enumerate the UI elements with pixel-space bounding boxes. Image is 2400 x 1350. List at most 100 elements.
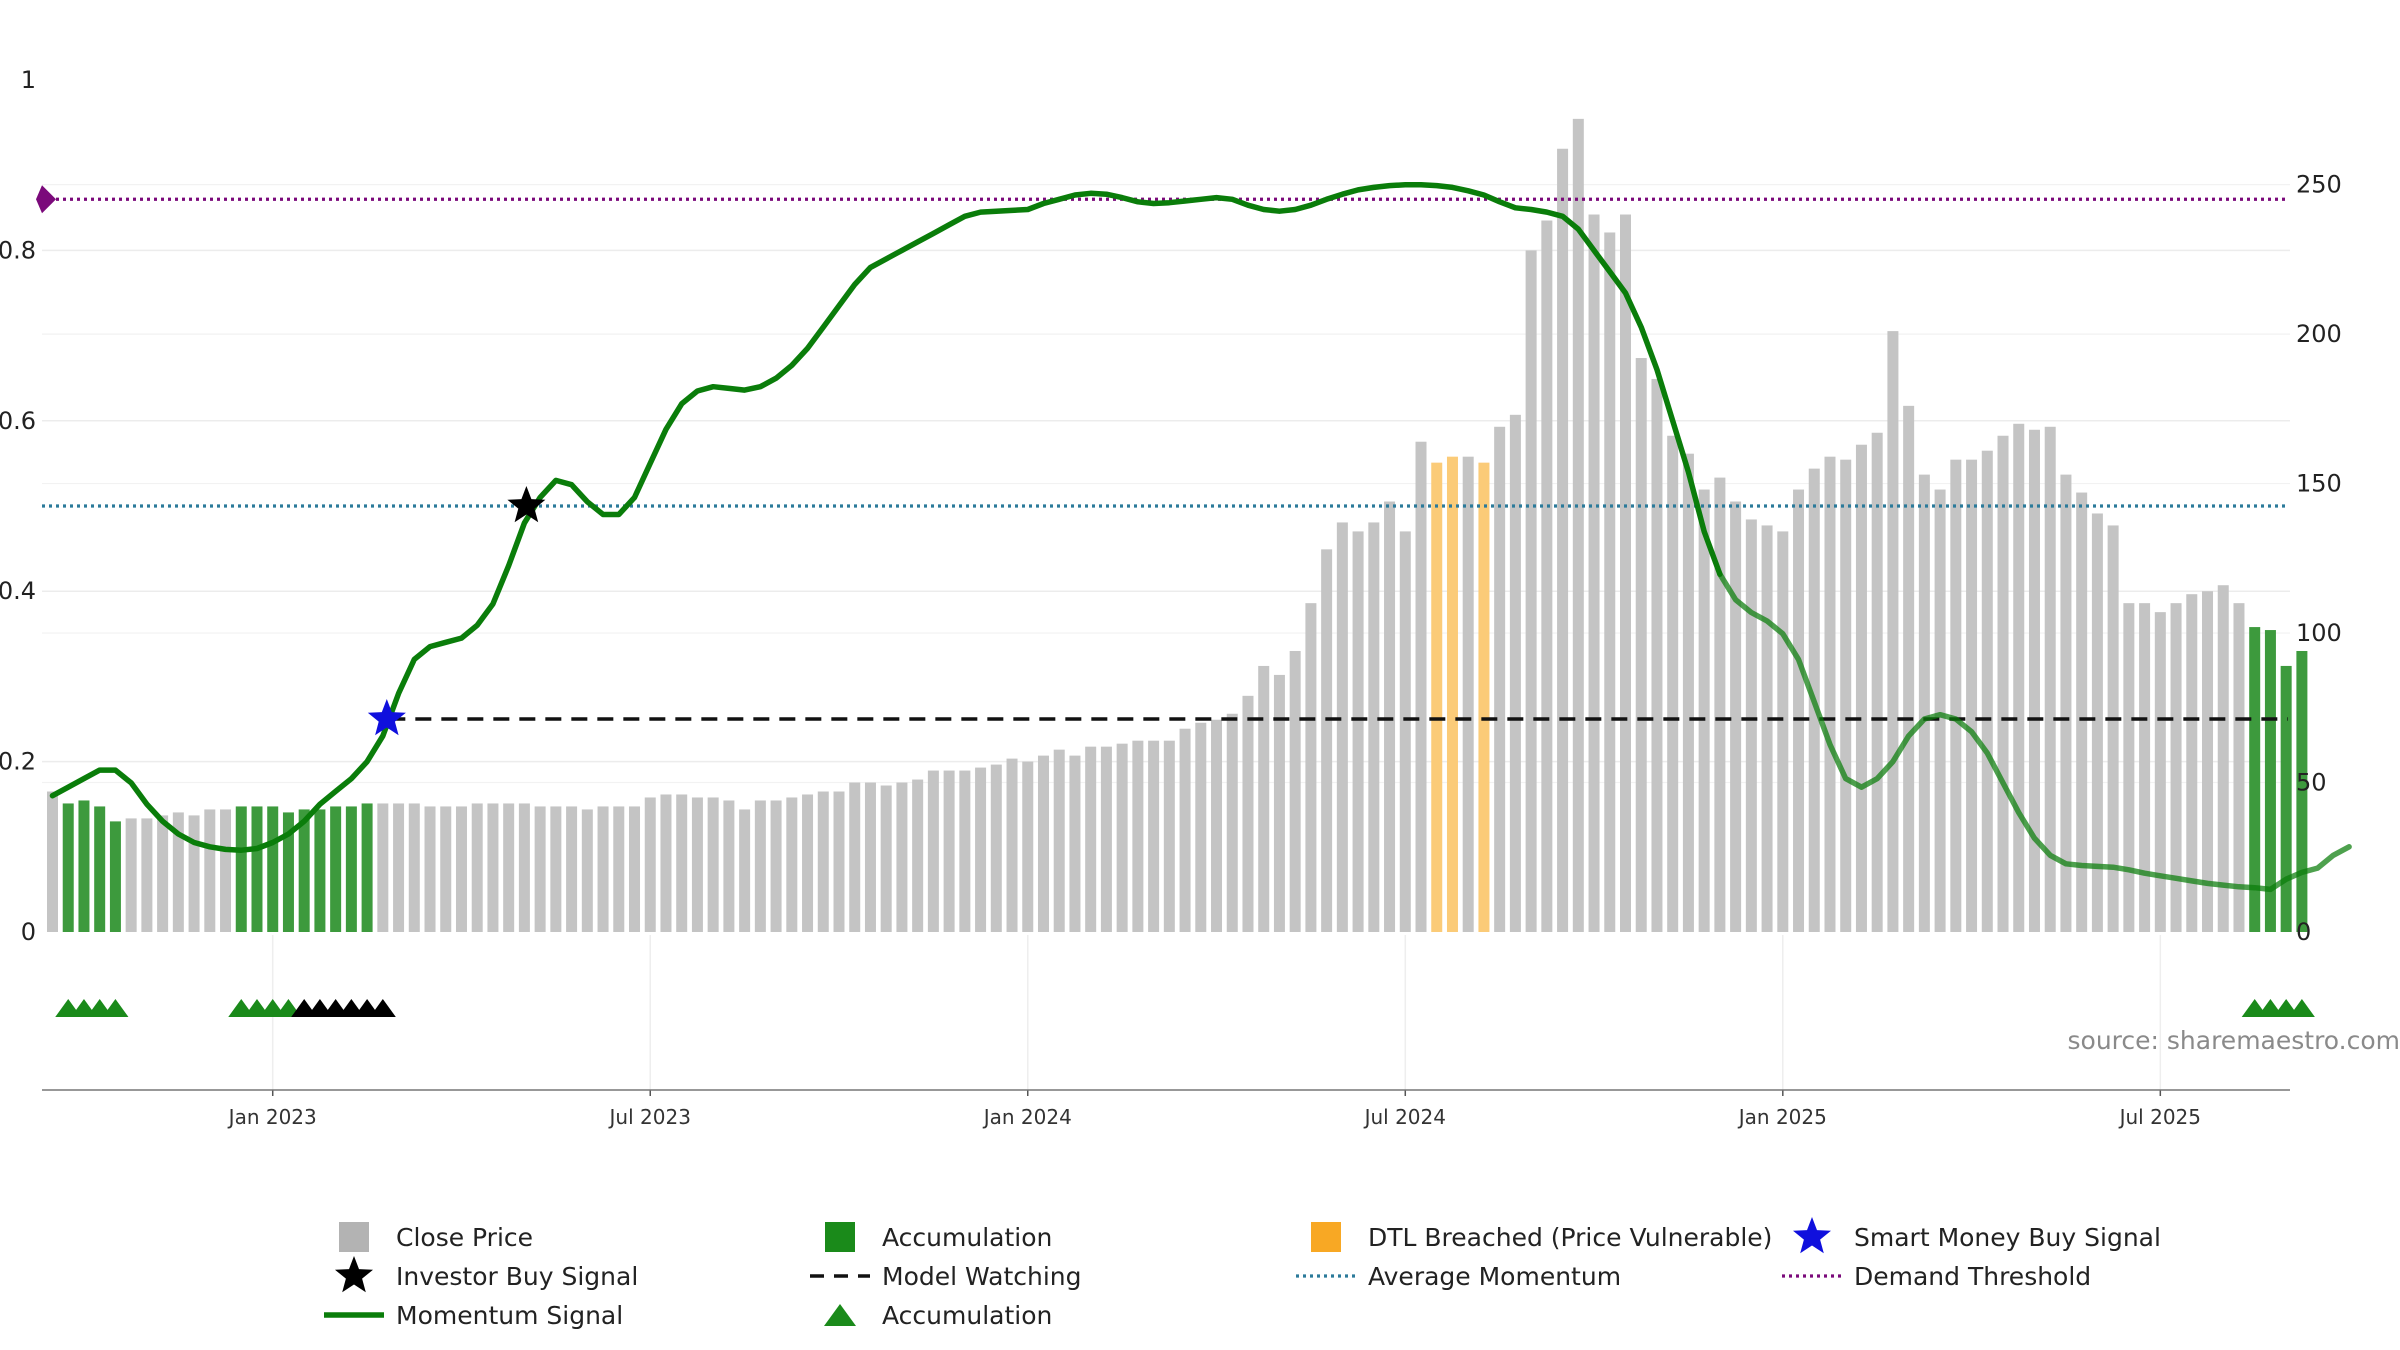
close-price-bar	[1761, 525, 1773, 932]
price-bars	[47, 118, 2308, 933]
close-price-bar	[1541, 220, 1553, 933]
legend-label: Accumulation	[882, 1301, 1052, 1330]
legend-item: Momentum Signal	[324, 1301, 623, 1330]
legend-item: Average Momentum	[1296, 1262, 1621, 1291]
smart-money-buy-star	[367, 699, 406, 736]
close-price-bar	[597, 806, 609, 932]
close-price-bar	[2091, 513, 2103, 932]
accumulation-bar	[2264, 630, 2276, 932]
close-price-bar	[975, 767, 987, 932]
momentum-signal-layer	[49, 182, 2352, 893]
legend-item: Accumulation	[825, 1222, 1052, 1252]
close-price-bar	[1871, 432, 1883, 932]
close-price-bar	[503, 803, 515, 932]
accumulation-bar	[2280, 665, 2292, 932]
accumulation-bar	[94, 806, 106, 932]
accumulation-bar	[330, 806, 342, 932]
right-tick-label: 200	[2296, 320, 2342, 348]
accumulation-bar	[2249, 627, 2261, 932]
close-price-bar	[47, 791, 58, 932]
close-price-bar	[880, 785, 892, 932]
close-price-bar	[1667, 435, 1679, 932]
demand-threshold-marker	[36, 185, 56, 214]
legend-label: Demand Threshold	[1854, 1262, 2091, 1291]
dtl-breached-bar	[1431, 462, 1443, 932]
close-price-bar	[1730, 501, 1742, 932]
close-price-bar	[1053, 749, 1065, 932]
close-price-bar	[1950, 459, 1962, 932]
legend-label: Average Momentum	[1368, 1262, 1621, 1291]
close-price-bar	[896, 782, 908, 932]
close-price-bar	[2107, 525, 2119, 932]
close-price-bar	[408, 803, 420, 932]
dtl-breached-bar	[1446, 456, 1458, 932]
accumulation-bar	[267, 806, 279, 932]
axes: 0 0.2 0.4 0.6 0.8 1 0 50 100 150 200 250 Jan 2023 Jul…	[0, 66, 2342, 1129]
accumulation-bar	[345, 806, 357, 932]
close-price-bar	[786, 797, 798, 932]
close-price-bar	[471, 803, 483, 932]
close-price-bar	[1918, 474, 1930, 932]
close-price-bar	[1997, 435, 2009, 932]
close-price-bar	[1620, 214, 1631, 933]
right-tick-label: 250	[2296, 171, 2342, 199]
x-tick-label: Jul 2023	[608, 1105, 691, 1129]
legend-label: Investor Buy Signal	[396, 1262, 638, 1291]
close-price-bar	[1903, 405, 1915, 932]
close-price-bar	[424, 806, 436, 932]
legend-item: DTL Breached (Price Vulnerable)	[1311, 1222, 1772, 1252]
close-price-bar	[2028, 429, 2040, 932]
close-price-bar	[1163, 740, 1175, 932]
close-price-bar	[1840, 459, 1852, 932]
close-price-bar	[377, 803, 389, 932]
close-price-bar	[2217, 585, 2229, 932]
x-tick-label: Jan 2024	[982, 1105, 1072, 1129]
close-price-bar	[220, 809, 232, 932]
legend-star	[335, 1256, 373, 1293]
legend-swatch	[1311, 1222, 1341, 1252]
close-price-bar	[1777, 531, 1789, 932]
close-price-bar	[1352, 531, 1364, 932]
close-price-bar	[1022, 761, 1034, 932]
close-price-bar	[1525, 250, 1537, 932]
right-tick-label: 50	[2296, 769, 2327, 797]
close-price-bar	[1037, 755, 1049, 932]
x-tick-label: Jan 2023	[227, 1105, 317, 1129]
close-price-bar	[802, 794, 814, 932]
legend-item: Close Price	[339, 1222, 533, 1252]
accumulation-bar	[62, 803, 74, 932]
legend-swatch	[339, 1222, 369, 1252]
close-price-bar	[1148, 740, 1160, 932]
close-price-bar	[2186, 594, 2198, 932]
close-price-bar	[613, 806, 625, 932]
close-price-bar	[864, 782, 876, 932]
close-price-bar	[739, 809, 751, 932]
close-price-bar	[817, 791, 829, 932]
close-price-bar	[1100, 746, 1112, 932]
close-price-bar	[2154, 612, 2166, 932]
close-price-bar	[1651, 378, 1663, 932]
close-price-bar	[691, 797, 703, 932]
close-price-bar	[1494, 426, 1506, 932]
close-price-bar	[125, 818, 137, 932]
close-price-bar	[1195, 722, 1207, 932]
close-price-bar	[581, 809, 593, 932]
legend-item: Model Watching	[810, 1262, 1082, 1291]
accumulation-bar	[361, 803, 373, 932]
close-price-bar	[141, 818, 153, 932]
close-price-bar	[660, 794, 672, 932]
close-price-bar	[1572, 118, 1584, 932]
close-price-bar	[2060, 474, 2072, 932]
accumulation-bar	[2296, 650, 2308, 932]
close-price-bar	[1384, 501, 1396, 932]
x-tick-label: Jul 2025	[2118, 1105, 2201, 1129]
close-price-bar	[518, 803, 530, 932]
accumulation-bar	[298, 809, 310, 932]
close-price-bar	[393, 803, 405, 932]
close-price-bar	[990, 764, 1002, 932]
momentum-signal-line-faded	[1717, 571, 2352, 893]
close-price-bar	[2123, 603, 2135, 932]
close-price-bar	[723, 800, 735, 932]
close-price-bar	[1273, 674, 1285, 932]
